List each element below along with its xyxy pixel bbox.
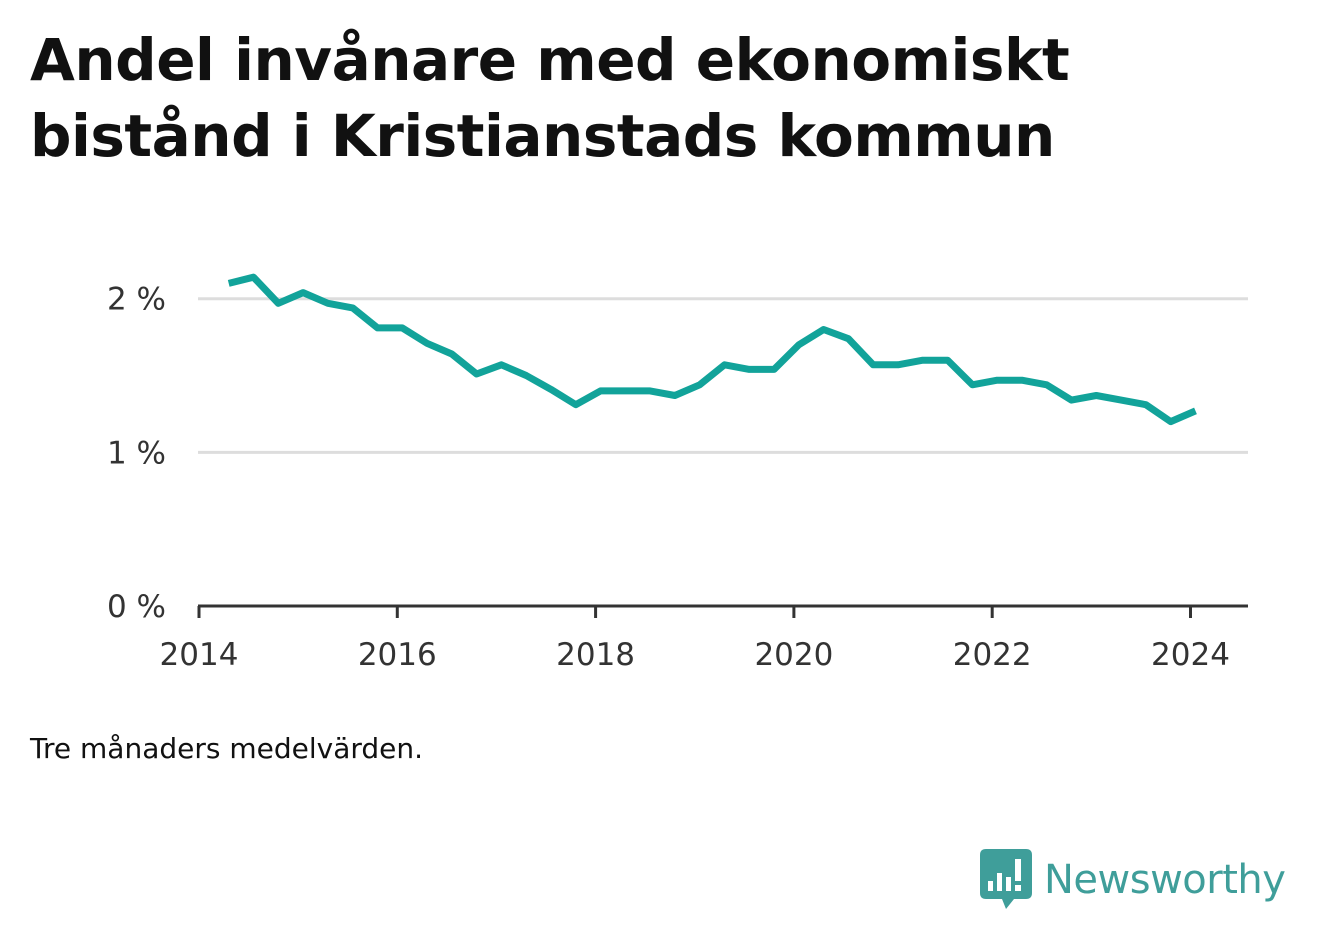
series-lines — [227, 273, 1197, 426]
brand-name: Newsworthy — [1044, 857, 1286, 903]
gridlines — [198, 297, 1248, 454]
x-axis-ticks: 2014 2016 2018 2020 2022 2024 — [160, 606, 1230, 673]
y-tick-label: 0 % — [107, 589, 166, 625]
x-tick-label: 2022 — [953, 637, 1032, 673]
y-tick-label: 2 % — [107, 282, 166, 318]
x-tick-label: 2014 — [160, 637, 239, 673]
y-tick-label: 1 % — [107, 435, 166, 471]
x-tick-label: 2018 — [556, 637, 635, 673]
series-line — [227, 273, 1197, 426]
chart-title: Andel invånare med ekonomiskt bistånd i … — [30, 26, 1070, 170]
y-axis-ticks: 0 % 1 % 2 % — [107, 282, 166, 625]
x-tick-label: 2024 — [1151, 637, 1230, 673]
x-tick-label: 2016 — [358, 637, 437, 673]
brand-logo[interactable]: Newsworthy — [980, 848, 1286, 912]
line-chart: 0 % 1 % 2 % 2014 2016 2018 2020 2022 2024 — [107, 273, 1248, 673]
chart-footnote: Tre månaders medelvärden. — [30, 732, 424, 765]
newsworthy-logo-icon — [980, 849, 1032, 909]
x-tick-label: 2020 — [754, 637, 833, 673]
